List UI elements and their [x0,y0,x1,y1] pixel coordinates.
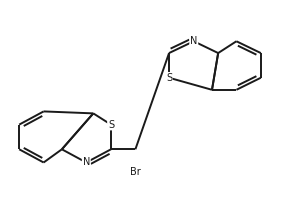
Text: Br: Br [130,167,141,177]
Text: S: S [108,120,114,130]
Text: S: S [166,73,172,83]
Text: N: N [190,36,197,46]
Text: N: N [83,158,90,167]
